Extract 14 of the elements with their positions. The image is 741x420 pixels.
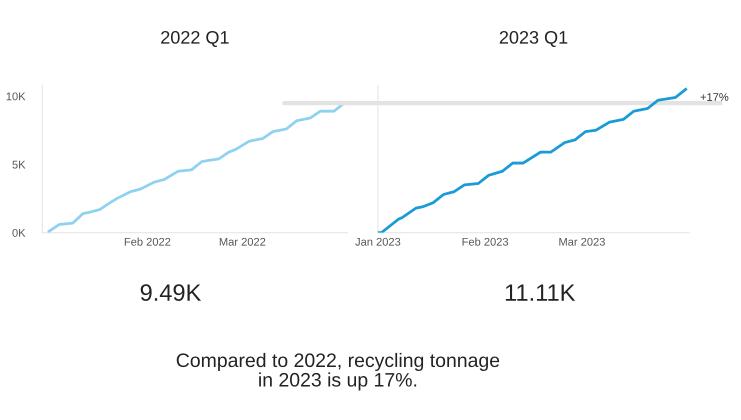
y-tick-label: 5K (12, 160, 26, 169)
chart-title: 2022 Q1 (161, 30, 229, 48)
text: 9.49K (140, 284, 202, 301)
text: Compared to 2022, recycling tonnage in 2023 is up 17%. (176, 352, 500, 391)
chart-title: 2023 Q1 (500, 30, 568, 48)
x-tick-label: Mar 2023 (559, 238, 605, 246)
text: 11.11K (506, 284, 576, 301)
text: +17% (700, 93, 728, 101)
y-tick-label: 10K (6, 92, 26, 100)
y-tick-label: 0K (12, 228, 26, 237)
x-tick-label: Feb 2023 (462, 238, 508, 246)
x-tick-label: Mar 2022 (220, 238, 266, 246)
x-tick-label: Jan 2023 (355, 238, 400, 246)
x-tick-label: Feb 2022 (124, 238, 170, 246)
